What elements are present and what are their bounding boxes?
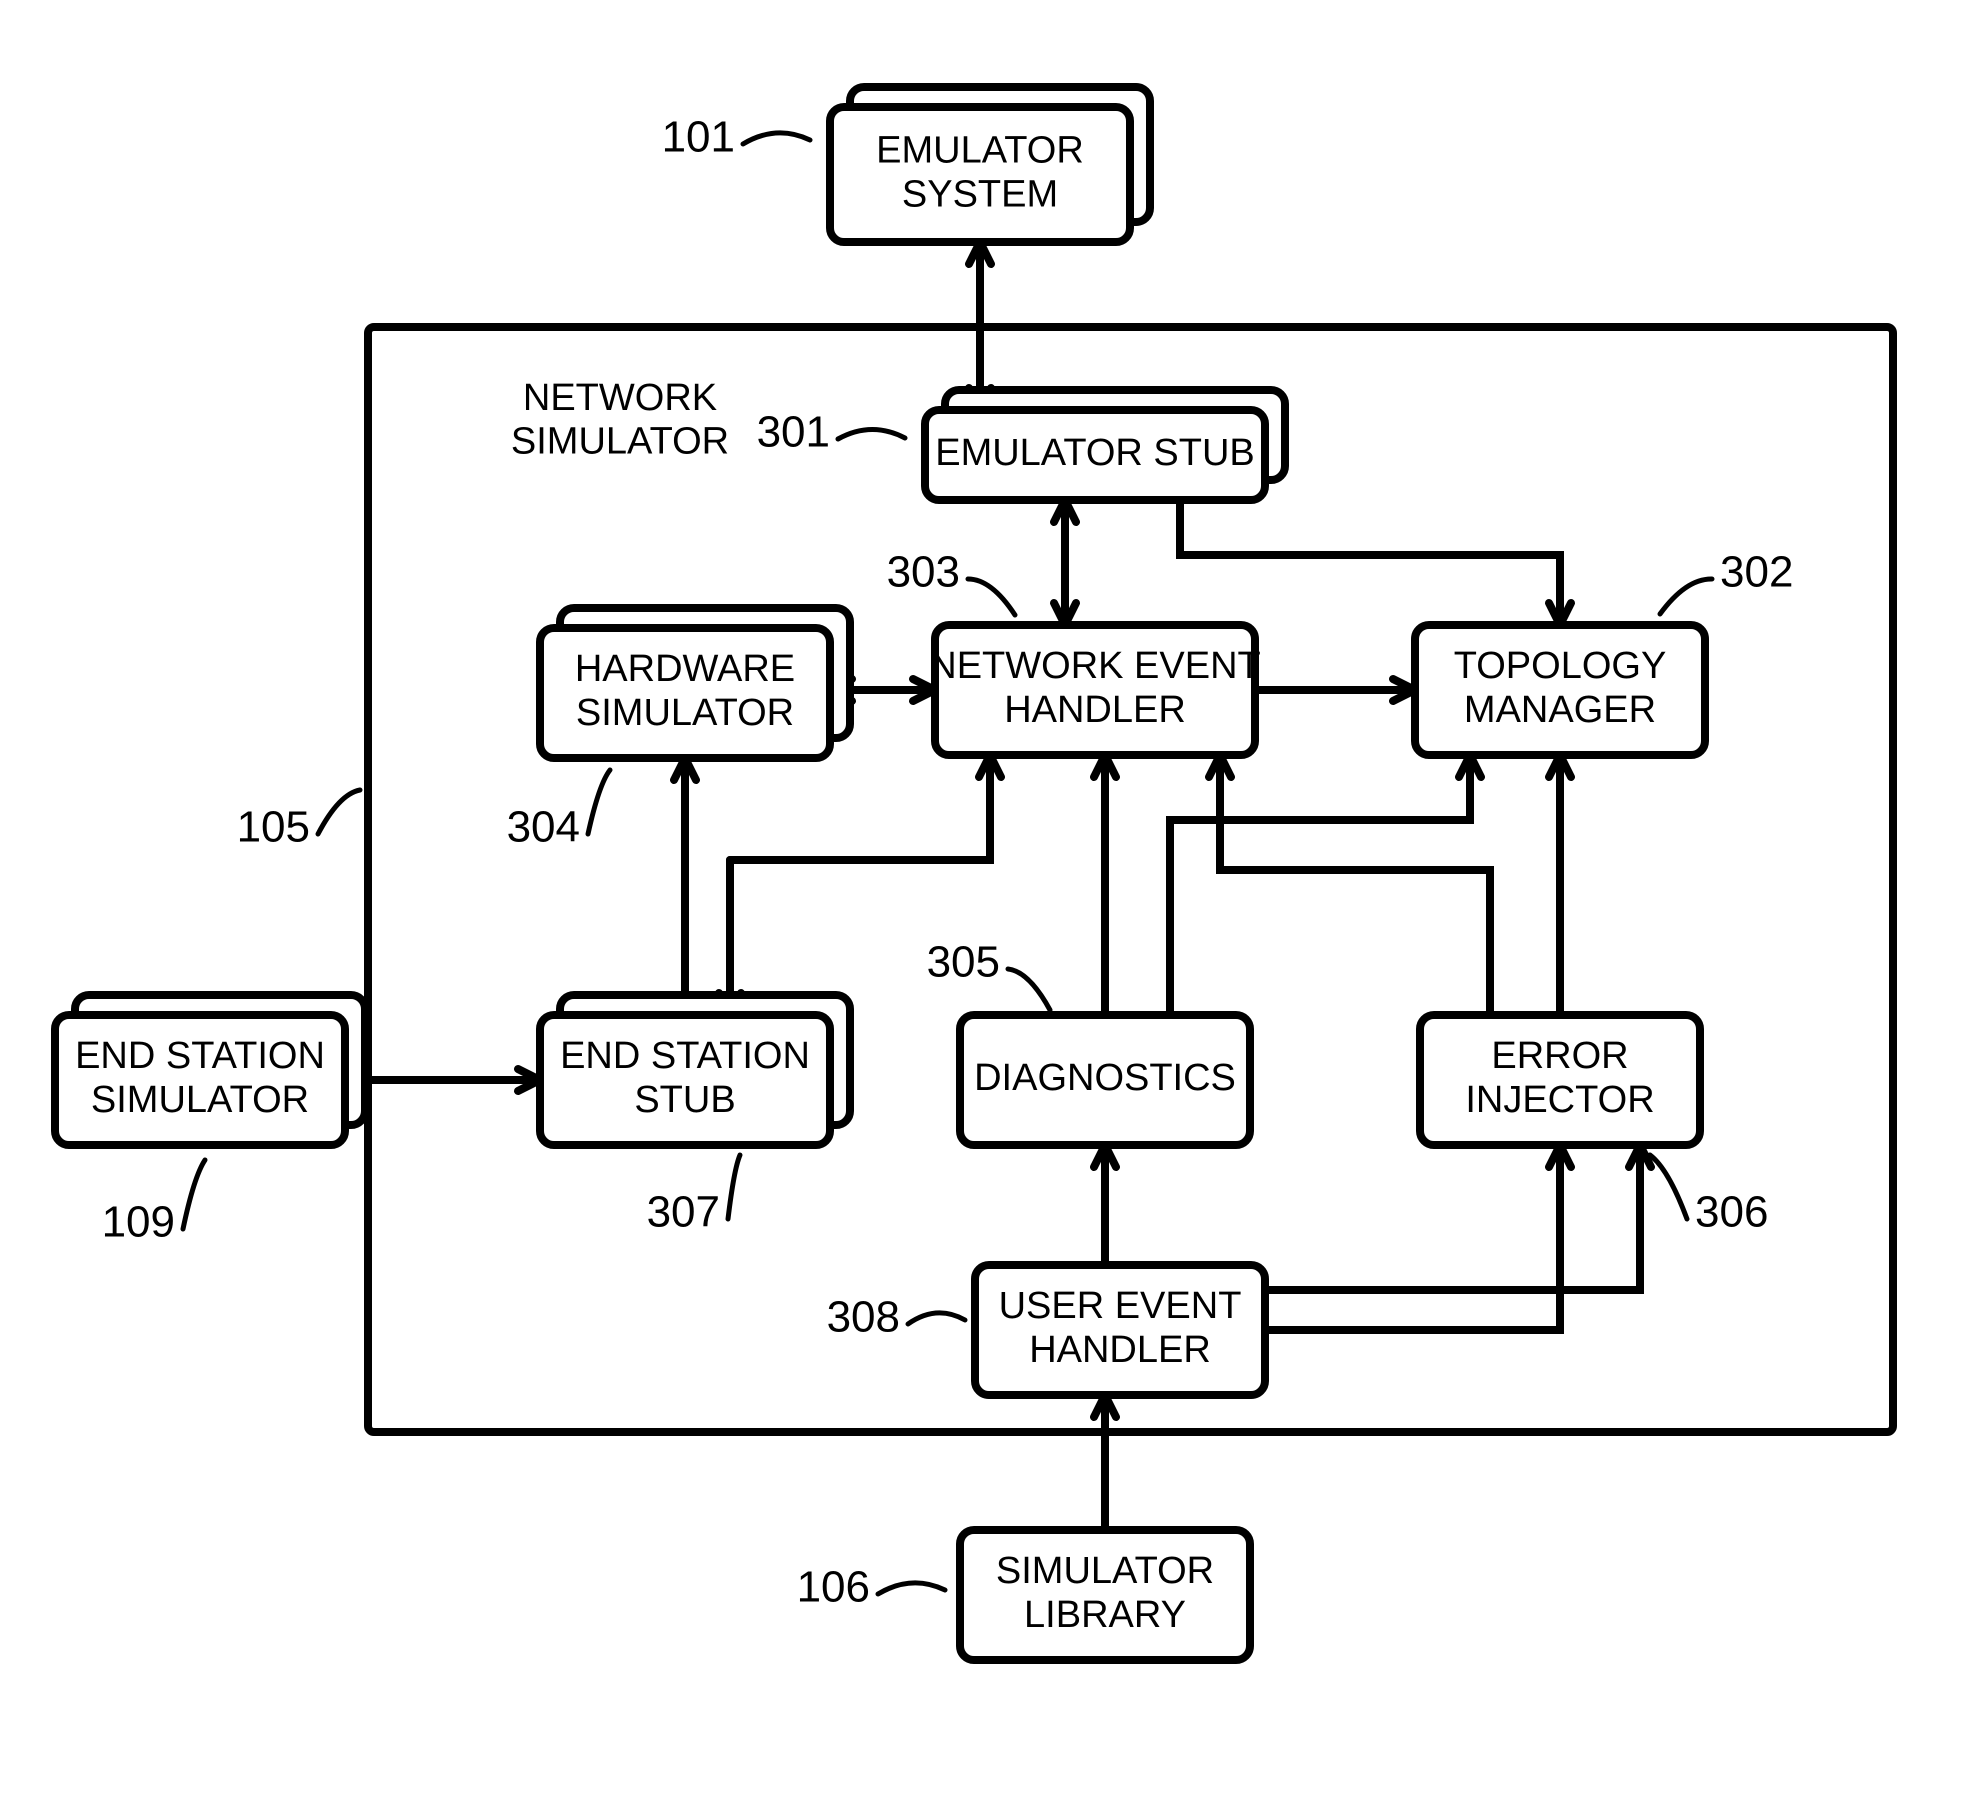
- connector-line: [1220, 755, 1490, 1015]
- hardware-simulator-box-lead: [588, 770, 610, 834]
- user-event-handler-box: USER EVENTHANDLER: [975, 1265, 1265, 1395]
- end-station-simulator-box: END STATIONSIMULATOR: [55, 995, 365, 1145]
- diagnostics-box-ref: 305: [927, 938, 1000, 987]
- end-station-simulator-box-lead: [183, 1160, 205, 1229]
- diagnostics-box-lead: [1008, 969, 1050, 1010]
- network-event-handler-box: NETWORK EVENTHANDLER: [929, 625, 1260, 755]
- connector-emustub-to-topmgr: [1180, 500, 1571, 625]
- emulator-system-box-ref: 101: [662, 113, 735, 162]
- end-station-stub-box-label: STUB: [634, 1079, 735, 1121]
- emulator-stub-box-label: EMULATOR STUB: [935, 432, 1255, 474]
- end-station-simulator-box-label: END STATION: [75, 1035, 325, 1077]
- boxes-layer: NETWORKSIMULATOREMULATORSYSTEMEMULATOR S…: [55, 87, 1893, 1660]
- emulator-system-box: EMULATORSYSTEM: [830, 87, 1150, 242]
- end-station-stub-box-ref: 307: [647, 1188, 720, 1237]
- error-injector-box-label: ERROR: [1491, 1035, 1628, 1077]
- simulator-library-box-label: LIBRARY: [1024, 1594, 1186, 1636]
- topology-manager-box-label: TOPOLOGY: [1454, 645, 1667, 687]
- connector-lib-to-ueh: [1094, 1395, 1116, 1530]
- emulator-system-box-label: SYSTEM: [902, 173, 1058, 215]
- connector-line: [1265, 1145, 1640, 1290]
- simulator-library-box-ref: 106: [797, 1563, 870, 1612]
- error-injector-box: ERRORINJECTOR: [1420, 1015, 1700, 1145]
- network-event-handler-box-label: NETWORK EVENT: [929, 645, 1260, 687]
- connector-ess-to-esstub: [345, 1069, 540, 1091]
- connector-esstub-to-hwsim-up: [674, 758, 696, 1015]
- hardware-simulator-box-label: HARDWARE: [575, 648, 795, 690]
- connector-neh-to-topmgr: [1255, 679, 1415, 701]
- user-event-handler-box-lead: [908, 1313, 965, 1324]
- hardware-simulator-box-ref: 304: [507, 803, 580, 852]
- user-event-handler-box-ref: 308: [827, 1293, 900, 1342]
- end-station-stub-box: END STATIONSTUB: [540, 995, 850, 1145]
- simulator-library-box: SIMULATORLIBRARY: [960, 1530, 1250, 1660]
- topology-manager-box-lead: [1660, 579, 1712, 614]
- topology-manager-box-ref: 302: [1720, 548, 1793, 597]
- hardware-simulator-box: HARDWARESIMULATOR: [540, 608, 850, 758]
- diagnostics-box: DIAGNOSTICS: [960, 1015, 1250, 1145]
- user-event-handler-box-label: HANDLER: [1029, 1329, 1211, 1371]
- network-simulator-ref: 105: [237, 803, 310, 852]
- emulator-system-box-lead: [743, 133, 810, 144]
- hardware-simulator-box-label: SIMULATOR: [576, 692, 794, 734]
- network-simulator-lead: [318, 790, 360, 834]
- simulator-library-box-lead: [878, 1583, 945, 1594]
- error-injector-box-ref: 306: [1695, 1188, 1768, 1237]
- connector-ueh-to-topmgr: [1265, 1145, 1651, 1290]
- connector-line: [1180, 500, 1560, 625]
- emulator-stub-box-lead: [838, 429, 905, 439]
- emulator-stub-box: EMULATOR STUB: [925, 390, 1285, 500]
- connector-ueh-to-diag: [1094, 1145, 1116, 1265]
- connector-line: [1170, 755, 1470, 1015]
- emulator-stub-box-ref: 301: [757, 408, 830, 457]
- emulator-system-box-label: EMULATOR: [876, 130, 1084, 172]
- end-station-simulator-box-ref: 109: [102, 1198, 175, 1247]
- topology-manager-box: TOPOLOGYMANAGER: [1415, 625, 1705, 755]
- connector-err-to-neh: [1209, 755, 1490, 1015]
- network-event-handler-box-label: HANDLER: [1004, 689, 1186, 731]
- connector-err-to-topmgr: [1549, 755, 1571, 1015]
- connector-diag-to-neh: [1094, 755, 1116, 1015]
- connector-line: [1265, 1145, 1560, 1330]
- topology-manager-box-label: MANAGER: [1464, 689, 1656, 731]
- network-event-handler-box-lead: [968, 579, 1015, 615]
- end-station-stub-box-label: END STATION: [560, 1035, 810, 1077]
- simulator-library-box-label: SIMULATOR: [996, 1550, 1214, 1592]
- connector-line: [730, 755, 990, 860]
- connector-emustub-to-neh: [1054, 500, 1076, 625]
- network-event-handler-box-ref: 303: [887, 548, 960, 597]
- connector-ueh-to-err: [1265, 1145, 1571, 1330]
- diagnostics-box-label: DIAGNOSTICS: [974, 1057, 1236, 1099]
- error-injector-box-lead: [1650, 1155, 1687, 1219]
- end-station-simulator-box-label: SIMULATOR: [91, 1079, 309, 1121]
- user-event-handler-box-label: USER EVENT: [999, 1285, 1242, 1327]
- network-simulator-label: NETWORK: [523, 377, 717, 419]
- error-injector-box-label: INJECTOR: [1465, 1079, 1654, 1121]
- network-simulator-label: SIMULATOR: [511, 421, 729, 463]
- end-station-stub-box-lead: [728, 1155, 740, 1219]
- connector-esstub-to-neh-L: [730, 755, 1001, 860]
